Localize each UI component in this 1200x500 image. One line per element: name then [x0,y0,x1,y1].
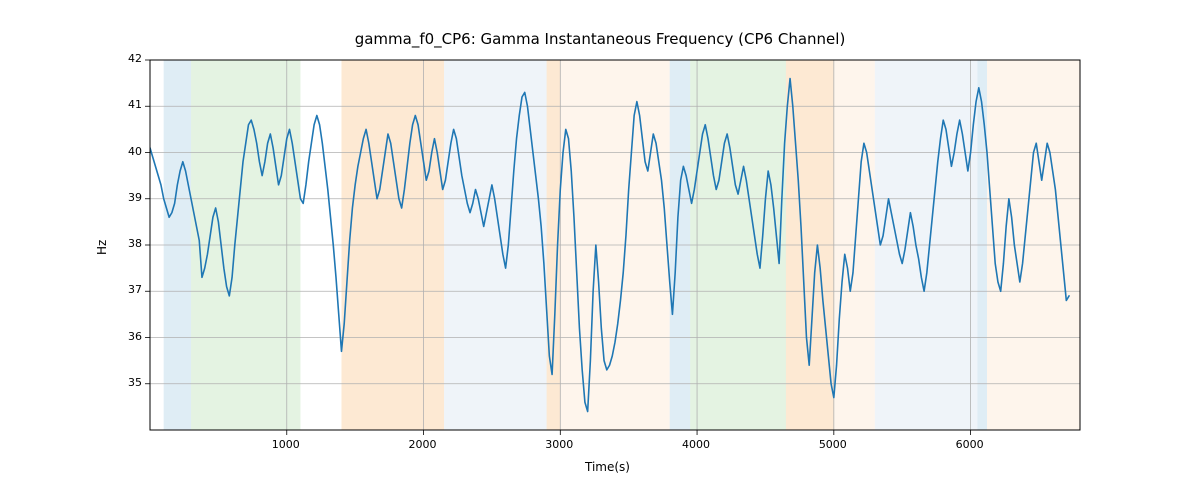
y-tick-label: 35 [128,376,142,389]
y-tick-label: 36 [128,330,142,343]
y-tick-label: 39 [128,191,142,204]
y-tick-label: 42 [128,52,142,65]
y-tick-label: 37 [128,283,142,296]
x-tick-label: 3000 [545,438,573,451]
y-tick-label: 40 [128,145,142,158]
y-tick-label: 38 [128,237,142,250]
y-tick-label: 41 [128,98,142,111]
x-tick-label: 4000 [682,438,710,451]
chart-root: gamma_f0_CP6: Gamma Instantaneous Freque… [0,0,1200,500]
x-tick-label: 5000 [819,438,847,451]
x-tick-label: 1000 [272,438,300,451]
y-axis-label: Hz [95,240,109,255]
x-axis-label: Time(s) [585,460,630,474]
x-tick-label: 6000 [956,438,984,451]
chart-svg [0,0,1200,500]
x-tick-label: 2000 [409,438,437,451]
